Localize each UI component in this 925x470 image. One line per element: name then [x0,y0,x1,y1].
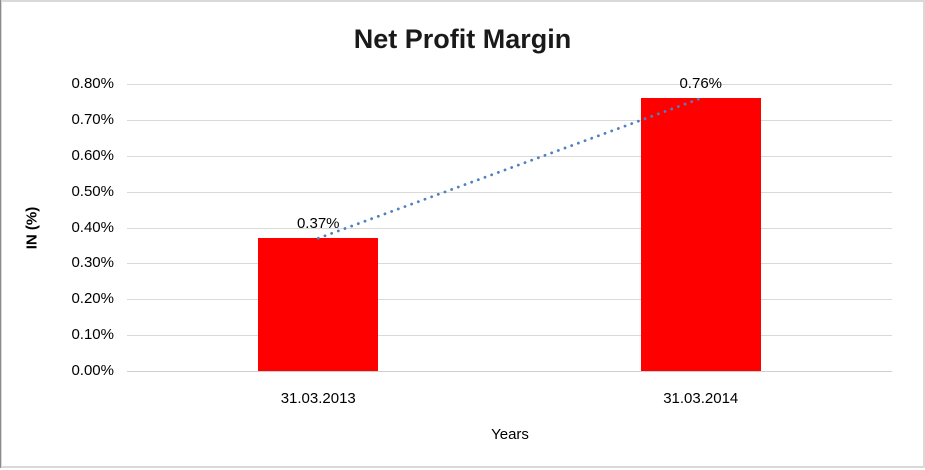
y-axis-tick-label: 0.20% [71,290,114,308]
y-axis-tick-label: 0.40% [71,218,114,236]
data-label: 0.37% [296,215,340,233]
gridline [127,84,892,85]
gridline [127,191,892,193]
bar-31.03.2013 [258,238,379,371]
gridline [127,371,892,372]
x-axis-tick-label: 31.03.2013 [280,390,356,407]
x-axis-title: Years [491,426,529,443]
y-axis-tick-label: 0.60% [71,146,114,164]
bar-31.03.2014 [640,98,761,371]
gridline [127,263,892,265]
gridline [127,299,892,301]
y-axis-tick-label: 0.50% [71,182,114,200]
gridline [127,335,892,337]
y-axis-tick-label: 0.70% [71,110,114,128]
gridline [127,227,892,229]
gridline [127,119,892,121]
y-axis-tick-label: 0.30% [71,254,114,272]
chart-title: Net Profit Margin [353,24,572,54]
plot-area [127,84,892,372]
data-label: 0.76% [679,75,723,93]
y-axis-tick-label: 0.00% [71,362,114,379]
y-axis-tick-label: 0.80% [71,75,114,92]
gridline [127,155,892,157]
y-axis-tick-label: 0.10% [71,326,114,344]
x-axis-tick-label: 31.03.2014 [663,390,739,407]
